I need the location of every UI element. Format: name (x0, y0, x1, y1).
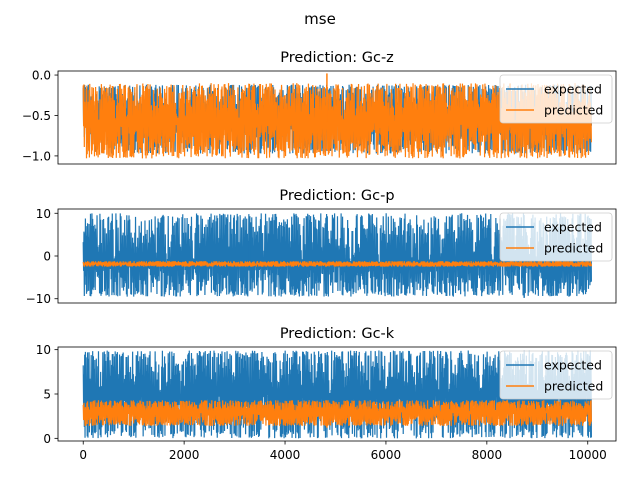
series-predicted-line (82, 400, 592, 426)
legend: expected predicted (499, 212, 613, 262)
subplot-title: Prediction: Gc-k (280, 326, 395, 342)
legend-box (499, 74, 613, 124)
y-tick-label: 0 (43, 432, 51, 446)
legend-entry-predicted: predicted (544, 241, 603, 256)
y-tick-label: 10 (36, 343, 51, 357)
subplot-3: 10 5 0 0 2000 4000 6000 8000 10000 Prediction: Gc… (36, 326, 617, 462)
legend-entry-predicted: predicted (544, 379, 603, 394)
legend: expected predicted (499, 350, 613, 400)
y-tick-label: 0.0 (32, 69, 51, 83)
y-tick-label: 5 (43, 388, 51, 402)
subplot-title: Prediction: Gc-z (280, 50, 394, 66)
legend-entry-predicted: predicted (544, 103, 603, 118)
x-tick-label: 10000 (569, 448, 607, 462)
legend-box (499, 350, 613, 400)
figure-suptitle: mse (304, 10, 336, 28)
x-tick-label: 8000 (472, 448, 503, 462)
legend: expected predicted (499, 74, 613, 124)
y-tick-label: 0 (43, 250, 51, 264)
y-tick-label: −1.0 (22, 149, 51, 163)
y-tick-label: −0.5 (22, 109, 51, 123)
subplots: 0.0 −0.5 −1.0 Prediction: Gc-z expected predi… (22, 50, 617, 462)
legend-entry-expected: expected (544, 82, 602, 97)
y-tick-label: −10 (26, 292, 51, 306)
legend-entry-expected: expected (544, 220, 602, 235)
axes-frame (57, 70, 617, 165)
x-tick-label: 0 (79, 448, 87, 462)
subplot-title: Prediction: Gc-p (279, 188, 394, 204)
x-tick-label: 6000 (371, 448, 402, 462)
x-tick-label: 2000 (169, 448, 200, 462)
x-tick-label: 4000 (270, 448, 301, 462)
legend-entry-expected: expected (544, 358, 602, 373)
legend-box (499, 212, 613, 262)
subplot-2: 10 0 −10 Prediction: Gc-p expected predicted (26, 188, 617, 306)
series-predicted-line (82, 260, 592, 268)
y-tick-label: 10 (36, 207, 51, 221)
subplot-1: 0.0 −0.5 −1.0 Prediction: Gc-z expected predi… (22, 50, 617, 165)
